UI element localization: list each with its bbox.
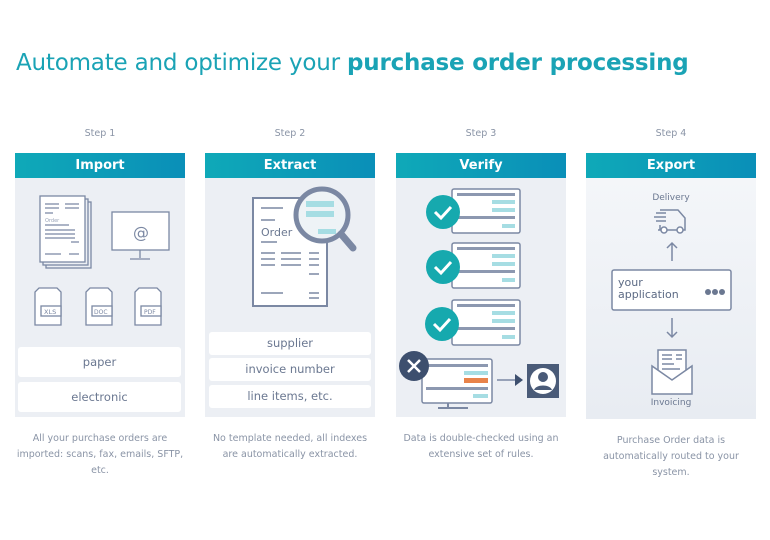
doc-file-icon: DOC bbox=[85, 287, 113, 326]
svg-text:XLS: XLS bbox=[44, 308, 56, 316]
step-4-label: Step 4 bbox=[655, 128, 687, 139]
title-bold: purchase order processing bbox=[347, 50, 689, 76]
arrow-right-icon bbox=[497, 374, 523, 386]
invoice-number-field: invoice number bbox=[209, 358, 371, 381]
invoice-envelope-icon bbox=[651, 349, 693, 395]
verify-illustration bbox=[399, 188, 559, 409]
magnifier-icon bbox=[293, 186, 357, 252]
arrow-up-icon bbox=[666, 241, 678, 261]
import-caption: All your purchase orders are imported: s… bbox=[16, 433, 184, 476]
step-1-label: Step 1 bbox=[84, 128, 116, 139]
export-panel: Export Delivery your application Invoici… bbox=[586, 153, 756, 419]
svg-text:@: @ bbox=[133, 223, 149, 242]
arrow-down-icon bbox=[666, 318, 678, 339]
step-2-label: Step 2 bbox=[274, 128, 306, 139]
supplier-field: supplier bbox=[209, 332, 371, 355]
line-items-field: line items, etc. bbox=[209, 385, 371, 408]
export-caption: Purchase Order data is automatically rou… bbox=[603, 435, 739, 478]
verify-header: Verify bbox=[396, 153, 566, 178]
verify-panel: Verify bbox=[396, 153, 566, 417]
svg-text:DOC: DOC bbox=[94, 309, 108, 316]
pdf-file-icon: PDF bbox=[134, 287, 162, 326]
import-illustration: Order @ XLS DOC PDF bbox=[34, 195, 170, 326]
checkmark-icon bbox=[432, 317, 452, 333]
import-panel: Import Order @ XLS DOC PDF paper electro… bbox=[15, 153, 185, 417]
page-title: Automate and optimize your purchase orde… bbox=[16, 50, 689, 76]
checkmark-icon bbox=[433, 205, 453, 221]
order-document-icon: Order bbox=[252, 197, 328, 307]
extract-illustration: Order bbox=[252, 186, 357, 307]
svg-text:Order: Order bbox=[261, 226, 293, 239]
invoicing-label: Invoicing bbox=[650, 398, 692, 408]
delivery-truck-icon bbox=[654, 209, 686, 234]
import-header: Import bbox=[15, 153, 185, 178]
verify-caption: Data is double-checked using an extensiv… bbox=[403, 433, 559, 460]
user-avatar-icon bbox=[527, 364, 559, 398]
email-monitor-icon: @ bbox=[111, 211, 170, 260]
paper-documents-icon: Order bbox=[39, 195, 92, 269]
svg-text:Order: Order bbox=[45, 218, 60, 224]
paper-option: paper bbox=[18, 347, 181, 377]
extract-caption: No template needed, all indexes are auto… bbox=[212, 433, 368, 460]
rejected-monitor bbox=[399, 351, 493, 409]
your-application-label: your application bbox=[618, 276, 679, 301]
more-dots-icon bbox=[705, 289, 725, 295]
step-3-label: Step 3 bbox=[465, 128, 497, 139]
export-illustration bbox=[611, 209, 732, 395]
electronic-option: electronic bbox=[18, 382, 181, 412]
verified-card-2 bbox=[426, 242, 521, 289]
title-regular: Automate and optimize your bbox=[16, 50, 347, 76]
your-application-box bbox=[611, 269, 732, 311]
extract-header: Extract bbox=[205, 153, 375, 178]
extract-panel: Extract Order supplier invoice number li… bbox=[205, 153, 375, 417]
export-header: Export bbox=[586, 153, 756, 178]
x-icon bbox=[407, 359, 421, 373]
verified-card-1 bbox=[426, 188, 521, 234]
checkmark-icon bbox=[433, 260, 453, 276]
xls-file-icon: XLS bbox=[34, 287, 62, 326]
delivery-label: Delivery bbox=[652, 193, 690, 203]
verified-card-3 bbox=[425, 299, 521, 346]
svg-text:PDF: PDF bbox=[144, 309, 156, 316]
